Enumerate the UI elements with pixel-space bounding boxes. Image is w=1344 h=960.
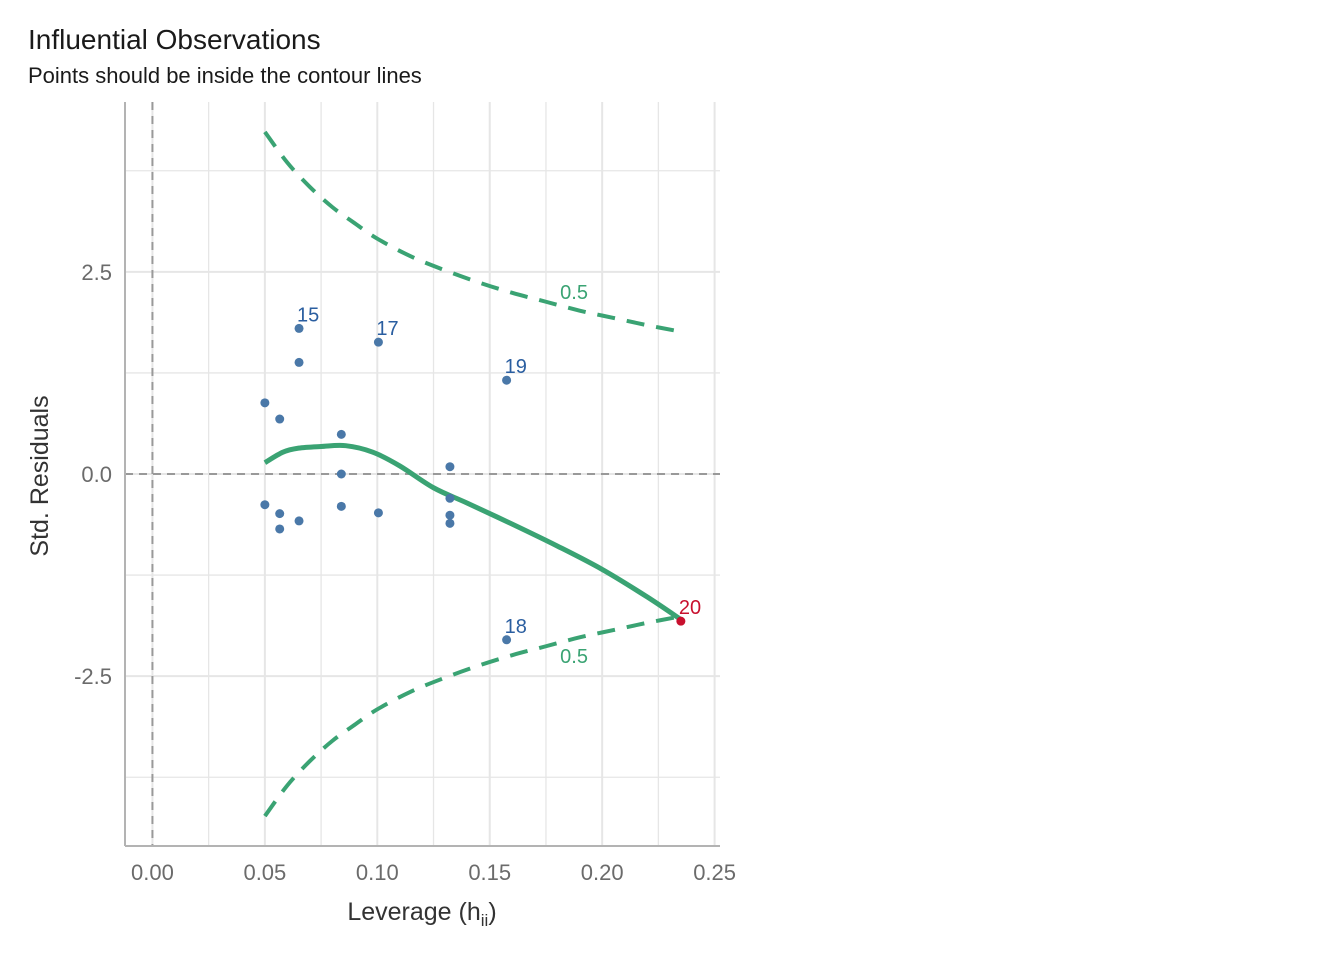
data-point xyxy=(336,469,346,479)
data-point xyxy=(502,375,512,385)
data-point xyxy=(260,398,270,408)
chart-title: Influential Observations xyxy=(28,24,321,55)
data-point xyxy=(445,462,455,472)
smooth-line xyxy=(263,442,683,622)
cooks-contour-lower-label: 0.5 xyxy=(560,646,588,668)
point-labels: 15 17 19 18 20 xyxy=(297,304,701,637)
axes xyxy=(124,102,720,847)
data-point xyxy=(294,323,304,333)
data-point xyxy=(275,509,285,519)
influential-point xyxy=(676,616,686,626)
point-label: 20 xyxy=(679,597,701,619)
point-label: 17 xyxy=(376,318,398,340)
point-label: 18 xyxy=(505,616,527,638)
tick-labels: 0.00 0.05 0.10 0.15 0.20 0.25 -2.5 0.0 2.5 xyxy=(74,260,736,885)
data-point xyxy=(373,337,383,347)
data-point xyxy=(445,518,455,528)
cooks-contour-upper-label: 0.5 xyxy=(560,282,588,304)
data-point xyxy=(336,429,346,439)
y-axis-label: Std. Residuals xyxy=(26,395,54,556)
cooks-contour-lower xyxy=(263,614,682,818)
y-tick-label: 0.0 xyxy=(81,462,112,487)
point-label: 15 xyxy=(297,304,319,326)
data-point xyxy=(260,500,270,510)
data-points xyxy=(260,323,686,645)
x-tick-label: 0.20 xyxy=(581,860,624,885)
chart-subtitle: Points should be inside the contour line… xyxy=(28,63,422,88)
data-point xyxy=(275,414,285,424)
data-point xyxy=(336,501,346,511)
x-axis-label: Leverage (hii) xyxy=(347,898,496,930)
y-tick-label: 2.5 xyxy=(81,260,112,285)
x-axis-label-subscript: ii xyxy=(481,911,489,930)
data-point xyxy=(294,516,304,526)
y-tick-label: -2.5 xyxy=(74,664,112,689)
data-point xyxy=(275,524,285,534)
data-point xyxy=(502,635,512,645)
reference-lines xyxy=(125,102,720,846)
x-tick-label: 0.25 xyxy=(693,860,736,885)
x-tick-label: 0.00 xyxy=(131,860,174,885)
data-point xyxy=(294,357,304,367)
data-point xyxy=(445,493,455,503)
x-tick-label: 0.05 xyxy=(243,860,286,885)
data-point xyxy=(373,508,383,518)
data-point xyxy=(445,510,455,520)
x-tick-label: 0.15 xyxy=(468,860,511,885)
loess-smooth xyxy=(263,442,683,622)
cooks-distance-contours: 0.5 0.5 xyxy=(263,130,682,818)
x-axis-label-suffix: ) xyxy=(488,898,496,926)
cooks-contour-upper xyxy=(263,130,682,334)
point-label: 19 xyxy=(505,356,527,378)
x-tick-label: 0.10 xyxy=(356,860,399,885)
